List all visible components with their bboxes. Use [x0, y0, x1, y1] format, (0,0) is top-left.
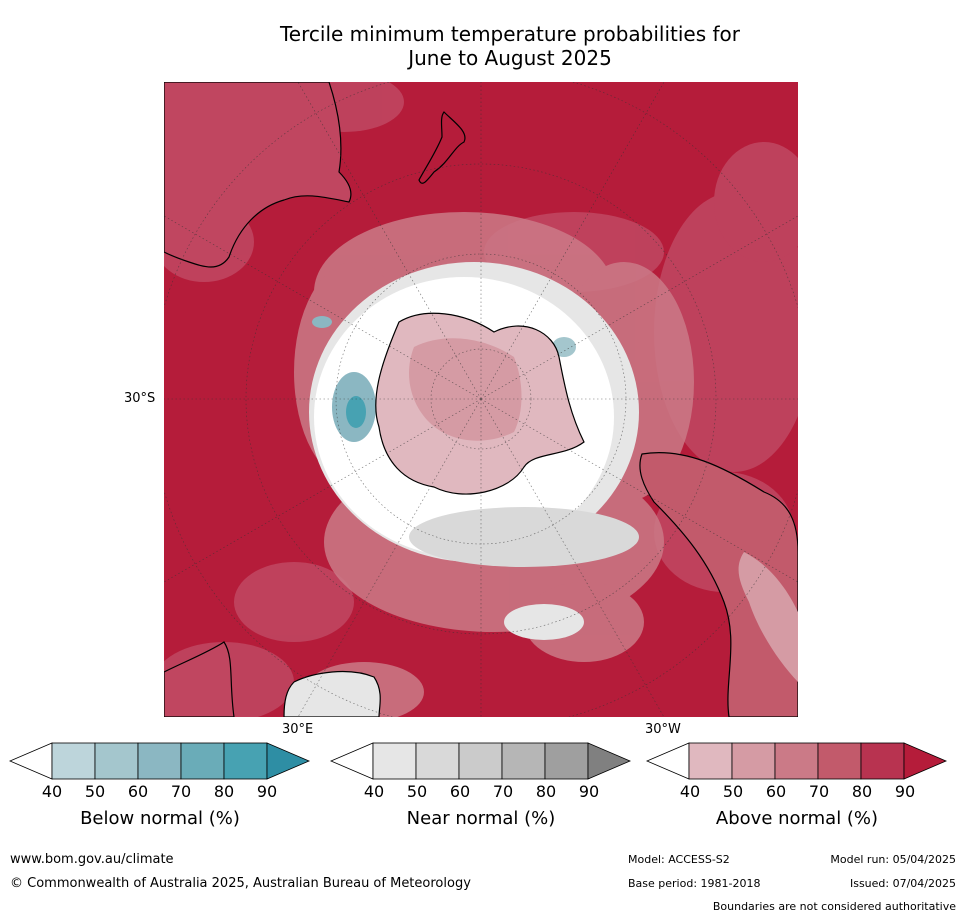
model-text: Model: ACCESS-S2: [628, 853, 730, 866]
near-normal-patch: [504, 604, 584, 640]
madagascar-region: [283, 670, 381, 717]
south-america-interior: [738, 552, 798, 682]
colorbar-above-svg: [645, 742, 948, 780]
colorbar-below-svg: [8, 742, 311, 780]
near-normal-band: [409, 507, 639, 567]
near-bin-70: [501, 742, 546, 780]
below-bin-70: [180, 742, 225, 780]
below-tick-70: 70: [170, 782, 192, 801]
africa-tip: [164, 641, 235, 717]
near-tick-70: 70: [492, 782, 514, 801]
below-tick-40: 40: [41, 782, 63, 801]
above-extend-high: [903, 742, 948, 780]
near-extend-high: [587, 742, 632, 780]
colorbar-above-title: Above normal (%): [715, 808, 879, 829]
lon-label-30w: 30°W: [645, 722, 681, 737]
below-bin-40: [51, 742, 96, 780]
near-tick-50: 50: [406, 782, 428, 801]
below-bin-50: [94, 742, 139, 780]
above-tick-50: 50: [722, 782, 744, 801]
above-bin-60: [774, 742, 819, 780]
website-link[interactable]: www.bom.gov.au/climate: [10, 852, 174, 867]
below-tick-80: 80: [213, 782, 235, 801]
model-run-text: Model run: 05/04/2025: [830, 853, 956, 866]
probability-map: [164, 82, 798, 717]
disclaimer-text: Boundaries are not considered authoritat…: [712, 900, 956, 913]
below-tick-50: 50: [84, 782, 106, 801]
near-tick-60: 60: [449, 782, 471, 801]
lat-label-30s: 30°S: [124, 391, 156, 406]
above-tick-70: 70: [808, 782, 830, 801]
below-tick-90: 90: [256, 782, 278, 801]
near-tick-40: 40: [363, 782, 385, 801]
above-bin-40: [688, 742, 733, 780]
above-bin-50: [731, 742, 776, 780]
colorbar-above-normal: [645, 742, 948, 780]
below-extend-high: [266, 742, 311, 780]
title-line-1: Tercile minimum temperature probabilitie…: [279, 22, 741, 46]
title-line-2: June to August 2025: [408, 46, 612, 70]
antarctica-inner: [409, 338, 522, 441]
south-america: [639, 452, 798, 717]
above-tick-80: 80: [851, 782, 873, 801]
copyright-text: © Commonwealth of Australia 2025, Austra…: [10, 876, 471, 891]
lon-label-30e: 30°E: [282, 722, 314, 737]
below-extend-low: [8, 742, 53, 780]
above-bin-80: [860, 742, 905, 780]
colorbar-near-title: Near normal (%): [406, 808, 556, 829]
above-tick-40: 40: [679, 782, 701, 801]
above-extend-low: [645, 742, 690, 780]
map-svg: [164, 82, 798, 717]
colorbar-below-normal: [8, 742, 311, 780]
near-bin-80: [544, 742, 589, 780]
issued-text: Issued: 07/04/2025: [849, 877, 956, 890]
near-tick-90: 90: [578, 782, 600, 801]
above-tick-60: 60: [765, 782, 787, 801]
colorbar-near-svg: [329, 742, 632, 780]
base-period-text: Base period: 1981-2018: [628, 877, 761, 890]
below-tick-60: 60: [127, 782, 149, 801]
below-normal-small: [312, 316, 332, 328]
near-bin-60: [458, 742, 503, 780]
below-bin-60: [137, 742, 182, 780]
above-tick-90: 90: [894, 782, 916, 801]
near-tick-80: 80: [535, 782, 557, 801]
graticule: [164, 82, 798, 717]
below-normal-core: [346, 396, 366, 428]
chart-title: Tercile minimum temperature probabilitie…: [160, 22, 860, 70]
near-bin-50: [415, 742, 460, 780]
new-zealand: [418, 111, 466, 184]
near-bin-40: [372, 742, 417, 780]
australia: [164, 82, 352, 268]
colorbar-near-normal: [329, 742, 632, 780]
below-bin-80: [223, 742, 268, 780]
near-extend-low: [329, 742, 374, 780]
colorbar-below-title: Below normal (%): [80, 808, 240, 829]
above-bin-70: [817, 742, 862, 780]
